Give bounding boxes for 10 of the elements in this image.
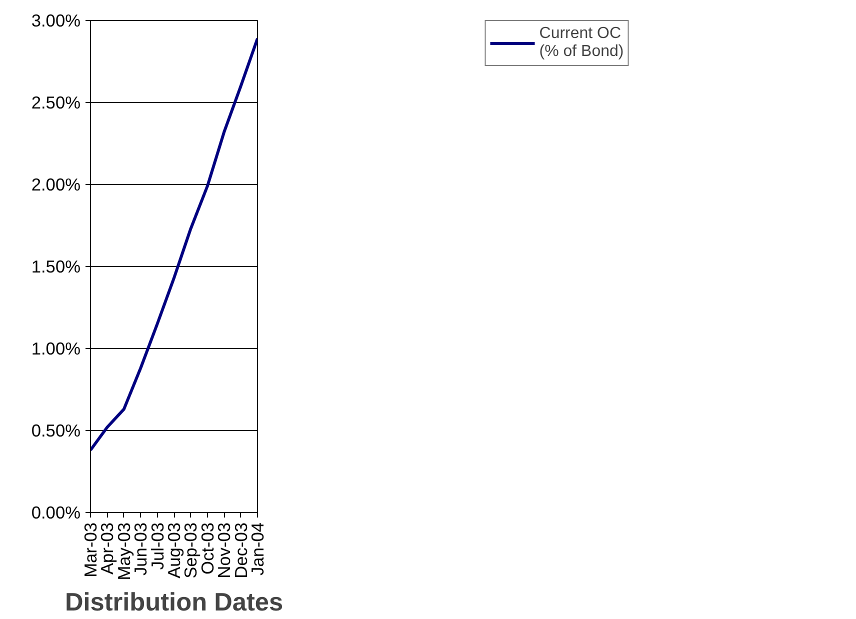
y-tick-label: 2.50%: [31, 92, 81, 112]
line-series: [90, 37, 258, 452]
y-tick-label: 0.50%: [31, 420, 81, 440]
y-tick-label: 1.50%: [31, 256, 81, 276]
x-axis-title: Distribution Dates: [64, 588, 284, 616]
legend-label: Current OC (% of Bond): [539, 25, 624, 61]
y-tick-label: 1.00%: [31, 338, 81, 358]
y-tick-label: 0.00%: [31, 502, 81, 522]
y-tick-label: 3.00%: [31, 10, 81, 30]
y-tick-label: 2.00%: [31, 174, 81, 194]
